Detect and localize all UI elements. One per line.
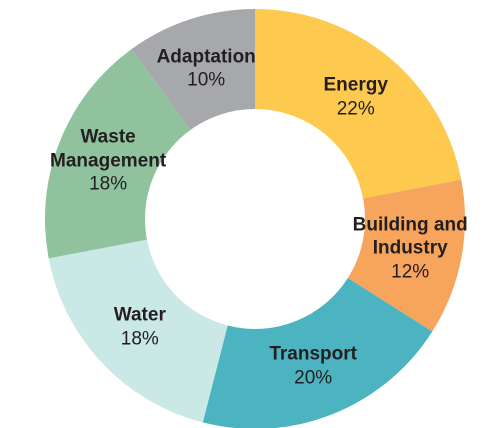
category-label: Energy bbox=[323, 74, 388, 96]
donut-segment bbox=[255, 9, 462, 199]
segment-label: Energy 22% bbox=[296, 74, 416, 122]
donut-segment bbox=[347, 179, 466, 332]
donut-segment bbox=[202, 277, 433, 428]
segment-label: Water 18% bbox=[80, 303, 200, 351]
segment-label: Waste Management 18% bbox=[38, 125, 178, 196]
segment-label: Adaptation 10% bbox=[141, 45, 271, 93]
value-label: 20% bbox=[294, 366, 333, 388]
donut-segment bbox=[48, 239, 228, 423]
value-label: 22% bbox=[336, 98, 375, 120]
donut-segment bbox=[131, 9, 255, 131]
segment-label: Transport 20% bbox=[253, 342, 373, 390]
category-label: Adaptation bbox=[156, 45, 256, 67]
category-label: Waste Management bbox=[50, 126, 167, 171]
category-label: Building and Industry bbox=[352, 213, 468, 259]
value-label: 18% bbox=[120, 328, 159, 350]
value-label: 10% bbox=[187, 69, 226, 91]
value-label: 12% bbox=[391, 261, 430, 283]
donut-segment bbox=[44, 49, 191, 259]
value-label: 18% bbox=[89, 173, 128, 195]
category-label: Transport bbox=[269, 343, 357, 365]
segment-label: Building and Industry 12% bbox=[343, 213, 478, 284]
category-label: Water bbox=[113, 304, 166, 326]
